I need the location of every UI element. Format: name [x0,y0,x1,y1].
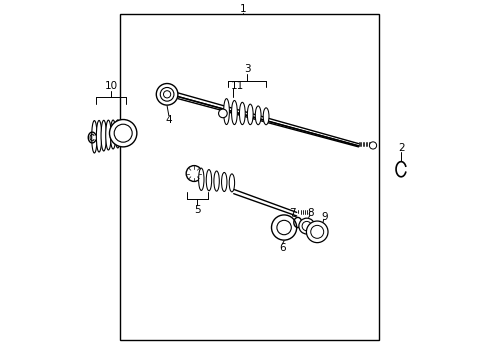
Text: 4: 4 [165,114,172,125]
Ellipse shape [206,170,211,191]
Ellipse shape [96,121,102,152]
Ellipse shape [247,104,253,125]
Ellipse shape [105,120,111,150]
Circle shape [298,218,314,234]
Circle shape [368,142,376,149]
Ellipse shape [91,121,97,153]
Circle shape [186,166,202,181]
Bar [120,14,379,340]
Circle shape [156,84,178,105]
Ellipse shape [115,120,120,148]
Circle shape [218,109,227,118]
Ellipse shape [213,171,219,191]
Text: 8: 8 [306,208,313,218]
Circle shape [114,124,132,142]
Text: 2: 2 [397,143,404,153]
Circle shape [271,215,296,240]
Ellipse shape [255,106,261,125]
Circle shape [306,221,327,243]
Text: 10: 10 [104,81,118,91]
Circle shape [302,221,311,231]
Ellipse shape [229,174,234,192]
Ellipse shape [231,100,237,125]
Text: 6: 6 [279,243,285,253]
Ellipse shape [101,120,106,151]
Ellipse shape [110,120,116,149]
Ellipse shape [198,168,203,190]
Ellipse shape [223,99,229,125]
Text: 7: 7 [288,208,295,218]
Text: 11: 11 [230,81,243,91]
Circle shape [276,220,291,235]
Circle shape [109,120,137,147]
Ellipse shape [239,102,244,125]
Ellipse shape [263,108,268,125]
Text: 3: 3 [244,64,250,74]
Circle shape [310,225,323,238]
Text: 1: 1 [239,4,245,14]
Ellipse shape [221,172,226,192]
Text: 5: 5 [194,204,200,215]
Text: 9: 9 [321,212,327,222]
